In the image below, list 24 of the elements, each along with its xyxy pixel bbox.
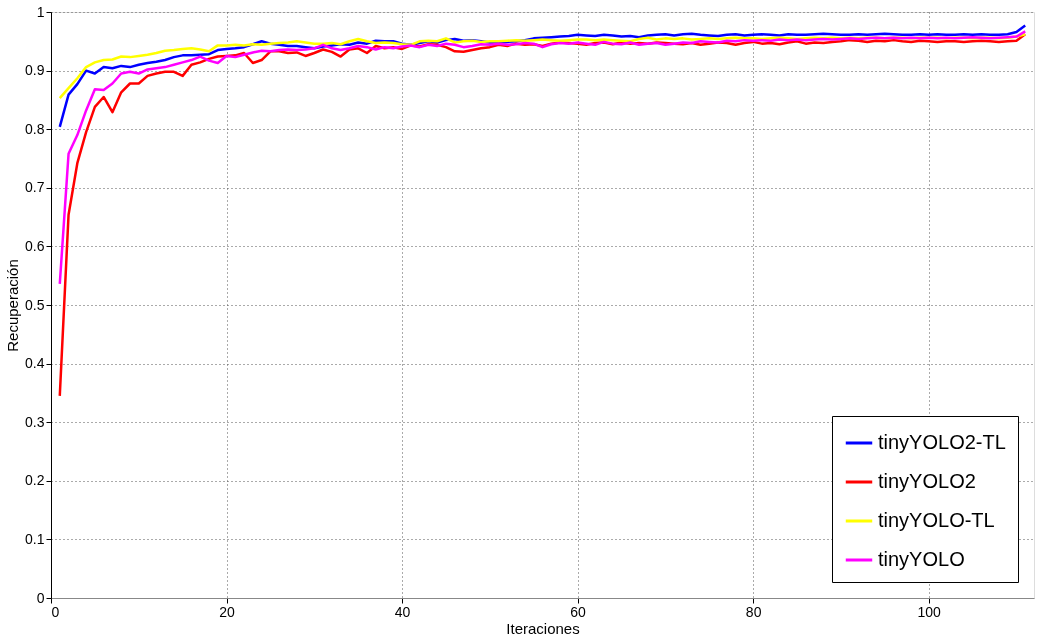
x-tick-label: 60 [570,603,587,620]
legend-label: tinyYOLO-TL [878,509,995,531]
line-series [58,30,1027,286]
y-tick-label: 0.9 [25,62,45,79]
legend-label: tinyYOLO2-TL [878,431,1006,453]
y-tick-label: 0.8 [25,120,45,137]
x-tick-label: 80 [745,603,762,620]
y-tick-label: 1 [36,3,45,20]
legend-label: tinyYOLO [878,548,965,570]
legend-label: tinyYOLO2 [878,470,976,492]
y-axis-title: Recuperación [4,259,22,352]
x-tick-label: 0 [51,603,60,620]
y-tick-label: 0 [36,589,45,606]
y-tick-label: 0.1 [25,530,45,547]
y-tick-label: 0.7 [25,179,45,196]
x-tick-label: 20 [219,603,236,620]
y-tick-label: 0.2 [25,472,45,489]
y-tick-label: 0.5 [25,296,45,313]
y-tick-label: 0.6 [25,237,45,254]
y-tick-label: 0.3 [25,413,45,430]
y-tick-label: 0.4 [25,355,45,372]
x-axis-title: Iteraciones [506,619,580,637]
x-tick-label: 100 [917,603,942,620]
x-tick-label: 40 [394,603,411,620]
